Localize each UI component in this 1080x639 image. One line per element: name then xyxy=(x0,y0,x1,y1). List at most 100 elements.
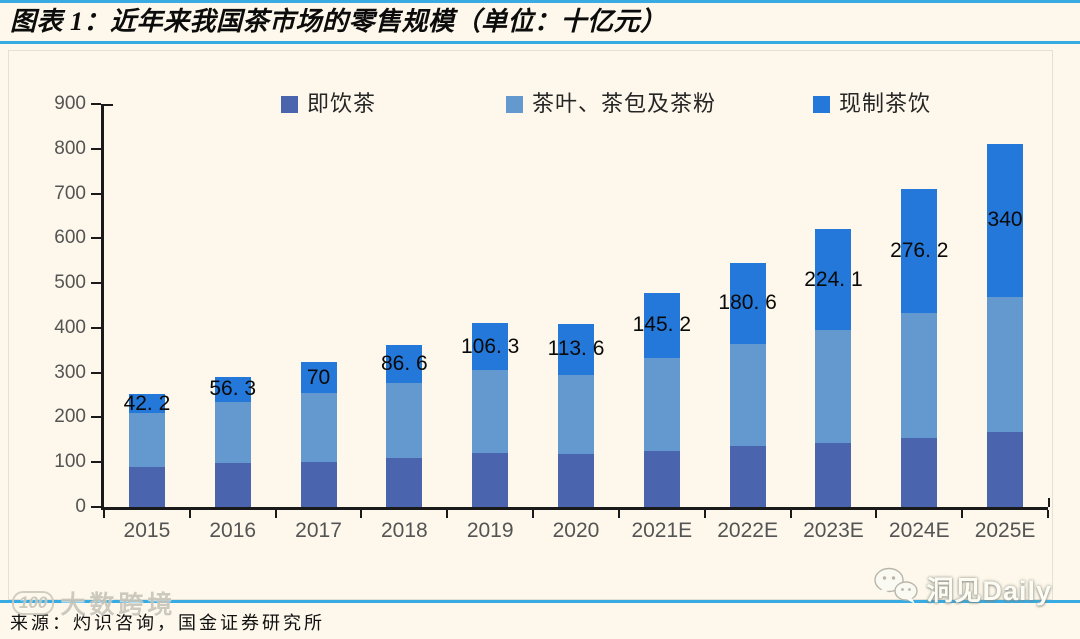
bar-segment-现制茶饮 xyxy=(386,344,423,384)
bar-segment-茶叶、茶包及茶粉 xyxy=(558,374,594,455)
x-tick xyxy=(617,510,620,518)
source-note: 来源：灼识咨询，国金证券研究所 xyxy=(10,613,325,633)
y-tick xyxy=(91,506,101,508)
bar-segment-即饮茶 xyxy=(815,442,852,507)
bar-2019 xyxy=(472,322,509,507)
bar-segment-现制茶饮 xyxy=(987,144,1024,297)
y-tick xyxy=(91,192,101,195)
x-tick xyxy=(789,510,792,518)
x-tick-label: 2019 xyxy=(466,519,514,542)
bar-segment-即饮茶 xyxy=(214,463,251,507)
y-tick xyxy=(91,461,101,464)
bar-segment-现制茶饮 xyxy=(558,324,594,375)
bar-value-label: 340 xyxy=(987,208,1023,232)
plot-area: 0 100 200 300 400 500 600 700 800 900 42. 2 2015 56.… xyxy=(54,93,1050,542)
top-divider xyxy=(0,0,1080,3)
y-tick xyxy=(91,371,101,374)
bar-segment-现制茶饮 xyxy=(643,292,680,358)
bar-segment-茶叶、茶包及茶粉 xyxy=(643,357,680,452)
bar-segment-即饮茶 xyxy=(901,437,938,507)
x-tick-label: 2023E xyxy=(803,519,864,542)
bar-segment-茶叶、茶包及茶粉 xyxy=(386,383,423,458)
chart-panel xyxy=(8,50,1053,600)
bar-segment-现制茶饮 xyxy=(214,376,251,402)
y-axis-line xyxy=(101,104,104,507)
y-tick-label: 500 xyxy=(54,272,86,294)
x-tick xyxy=(446,510,449,518)
x-tick xyxy=(360,510,363,518)
x-tick-label: 2015 xyxy=(123,519,171,542)
bar-value-label: 276. 2 xyxy=(890,238,949,262)
y-tick-label: 400 xyxy=(54,316,86,338)
y-tick-label: 100 xyxy=(54,451,86,473)
bar-2025E xyxy=(987,144,1024,507)
bar-value-label: 56. 3 xyxy=(209,377,257,401)
x-tick xyxy=(188,510,191,518)
bar-segment-茶叶、茶包及茶粉 xyxy=(128,412,165,467)
bar-segment-茶叶、茶包及茶粉 xyxy=(729,343,766,447)
bar-segment-茶叶、茶包及茶粉 xyxy=(901,312,938,438)
bar-segment-茶叶、茶包及茶粉 xyxy=(300,393,337,462)
x-tick-label: 2025E xyxy=(974,519,1036,542)
legend-item-现制茶饮: 现制茶饮 xyxy=(813,93,931,115)
legend-item-即饮茶: 即饮茶 xyxy=(281,93,376,115)
bar-segment-即饮茶 xyxy=(386,457,423,507)
x-tick xyxy=(274,510,277,518)
x-tick-label: 2016 xyxy=(209,519,257,542)
y-tick-label: 300 xyxy=(54,361,86,383)
x-tick-label: 2017 xyxy=(295,519,342,542)
bar-segment-即饮茶 xyxy=(987,431,1024,507)
legend-label: 即饮茶 xyxy=(307,91,377,116)
bar-segment-现制茶饮 xyxy=(901,189,938,313)
bottom-divider xyxy=(0,600,1080,603)
bar-value-label: 113. 6 xyxy=(547,337,605,361)
bar-value-label: 70 xyxy=(306,365,331,389)
y-tick-label: 200 xyxy=(54,406,86,428)
bar-value-label: 86. 6 xyxy=(381,352,428,376)
x-tick xyxy=(532,510,535,518)
legend-swatch xyxy=(813,95,830,113)
y-tick-label: 0 xyxy=(75,496,86,517)
x-tick xyxy=(961,510,964,518)
bar-segment-即饮茶 xyxy=(558,454,594,507)
bar-2015 xyxy=(128,394,165,507)
x-tick xyxy=(103,510,105,518)
bar-segment-即饮茶 xyxy=(128,466,165,507)
legend-swatch xyxy=(281,95,298,113)
bar-segment-现制茶饮 xyxy=(300,361,337,394)
bar-2020 xyxy=(558,324,594,507)
x-tick-label: 2022E xyxy=(717,519,778,542)
bar-2018 xyxy=(386,344,423,507)
y-tick-label: 700 xyxy=(54,182,86,204)
x-tick-label: 2021E xyxy=(631,519,693,542)
bar-value-label: 42. 2 xyxy=(123,391,171,415)
bar-segment-即饮茶 xyxy=(729,446,766,507)
y-tick-label: 600 xyxy=(54,227,86,249)
y-tick-label: 900 xyxy=(54,93,86,114)
bar-segment-即饮茶 xyxy=(643,451,680,507)
bar-segment-现制茶饮 xyxy=(472,322,509,371)
bar-segment-即饮茶 xyxy=(472,453,509,507)
bar-segment-现制茶饮 xyxy=(815,229,852,330)
bar-2016 xyxy=(214,376,251,507)
legend-label: 茶叶、茶包及茶粉 xyxy=(532,91,717,116)
bar-value-label: 180. 6 xyxy=(718,291,777,315)
bar-segment-现制茶饮 xyxy=(729,262,766,344)
bar-value-label: 224. 1 xyxy=(804,267,863,291)
legend-item-茶叶、茶包及茶粉: 茶叶、茶包及茶粉 xyxy=(506,93,716,115)
bar-segment-茶叶、茶包及茶粉 xyxy=(815,329,852,443)
x-tick xyxy=(1047,510,1049,518)
title-divider xyxy=(0,41,1080,44)
bar-value-label: 145. 2 xyxy=(632,313,691,337)
bar-segment-现制茶饮 xyxy=(128,394,165,413)
legend-label: 现制茶饮 xyxy=(839,91,932,116)
x-axis-line xyxy=(101,507,1048,510)
y-tick xyxy=(91,282,101,285)
y-tick xyxy=(91,416,101,419)
y-tick xyxy=(91,103,101,105)
x-axis-end-tick xyxy=(1048,498,1050,507)
bar-2022E xyxy=(729,262,766,507)
bar-2021E xyxy=(643,292,680,507)
y-axis-end-tick xyxy=(104,104,113,106)
